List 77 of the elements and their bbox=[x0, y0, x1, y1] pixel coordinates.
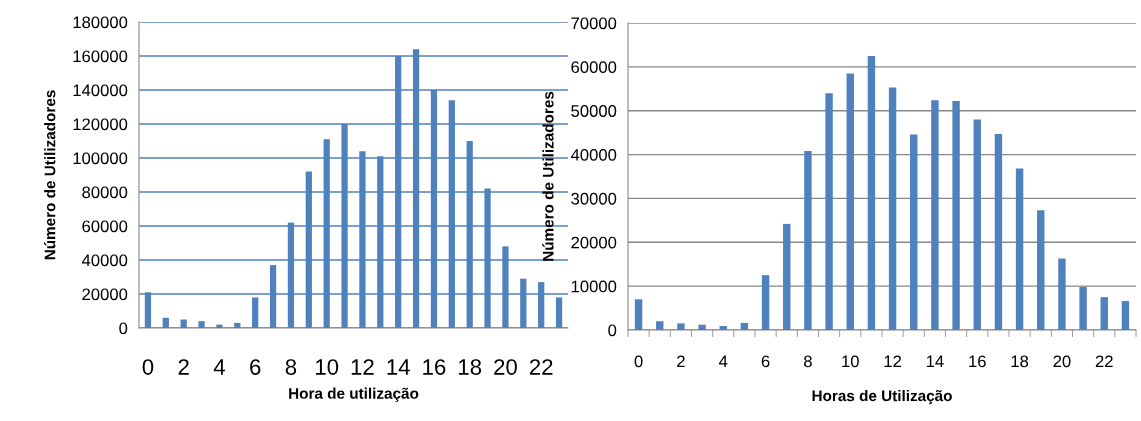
y-tick-label: 20000 bbox=[571, 236, 617, 249]
x-tick-label: 14 bbox=[926, 355, 944, 368]
x-tick-label: 2 bbox=[178, 359, 189, 375]
y-tick-label: 20000 bbox=[82, 288, 128, 301]
bar bbox=[740, 322, 749, 330]
bar bbox=[1037, 210, 1045, 330]
bar bbox=[555, 297, 563, 328]
bar bbox=[180, 319, 187, 328]
x-tick-label: 4 bbox=[719, 355, 728, 368]
y-tick-label: 140000 bbox=[73, 84, 128, 97]
y-tick-label: 40000 bbox=[81, 254, 128, 267]
bar bbox=[973, 119, 981, 330]
y-tick-label: 50000 bbox=[571, 105, 617, 117]
y-tick-label: 70000 bbox=[571, 17, 617, 30]
bar bbox=[252, 297, 259, 328]
bar bbox=[656, 321, 664, 330]
x-tick-label: 14 bbox=[387, 359, 410, 375]
y-tick-label: 60000 bbox=[571, 61, 617, 74]
x-tick-label: 22 bbox=[529, 359, 553, 375]
bar bbox=[1079, 287, 1087, 330]
y-tick-label: 60000 bbox=[82, 220, 128, 233]
x-tick-label: 22 bbox=[1095, 355, 1113, 368]
x-tick-label: 6 bbox=[250, 359, 261, 375]
bar bbox=[698, 324, 706, 330]
bar bbox=[994, 133, 1003, 330]
bar bbox=[761, 275, 770, 330]
x-tick-label: 18 bbox=[459, 359, 482, 375]
x-tick-label: 0 bbox=[142, 359, 154, 375]
bar bbox=[888, 87, 897, 330]
y-tick-label: 0 bbox=[119, 322, 128, 335]
bar bbox=[198, 321, 205, 328]
y-tick-label: 160000 bbox=[73, 50, 128, 63]
bar bbox=[216, 324, 223, 328]
y-tick-label: 10000 bbox=[571, 280, 617, 293]
bar bbox=[677, 323, 685, 330]
bar bbox=[952, 101, 960, 330]
bar bbox=[846, 73, 854, 330]
y-tick-label: 180000 bbox=[73, 16, 128, 29]
x-tick-label: 16 bbox=[423, 359, 446, 375]
y-axis-title: Número de Utilizadores bbox=[542, 91, 554, 261]
x-axis-title: Hora de utilização bbox=[289, 387, 419, 402]
x-tick-label: 20 bbox=[1053, 355, 1071, 368]
bar bbox=[234, 322, 241, 328]
x-tick-label: 2 bbox=[677, 355, 685, 368]
x-tick-label: 8 bbox=[804, 355, 812, 368]
bar bbox=[910, 134, 918, 330]
x-tick-label: 16 bbox=[969, 355, 986, 368]
bar bbox=[162, 317, 169, 328]
y-tick-label: 120000 bbox=[73, 118, 128, 131]
bar bbox=[783, 223, 791, 330]
x-tick-label: 20 bbox=[494, 359, 517, 375]
x-tick-label: 10 bbox=[842, 355, 859, 368]
bar bbox=[719, 326, 727, 330]
x-tick-label: 0 bbox=[634, 355, 643, 368]
x-tick-label: 6 bbox=[761, 355, 770, 368]
bar bbox=[931, 100, 939, 330]
x-tick-label: 4 bbox=[213, 359, 225, 375]
x-tick-label: 12 bbox=[351, 359, 374, 375]
y-tick-label: 30000 bbox=[571, 192, 617, 205]
bar bbox=[825, 93, 833, 330]
y-tick-label: 40000 bbox=[570, 148, 617, 161]
y-axis-title: Número de Utilizadores bbox=[44, 90, 56, 260]
x-tick-label: 8 bbox=[285, 359, 297, 375]
y-tick-label: 80000 bbox=[82, 186, 128, 199]
x-tick-label: 18 bbox=[1011, 355, 1029, 368]
y-tick-label: 0 bbox=[608, 324, 617, 337]
x-axis-title: Horas de Utilização bbox=[812, 389, 952, 405]
bar bbox=[1058, 258, 1066, 330]
bar bbox=[867, 55, 876, 330]
x-tick-label: 12 bbox=[884, 355, 902, 368]
y-tick-label: 100000 bbox=[73, 152, 128, 165]
bar bbox=[1121, 301, 1130, 330]
bar bbox=[634, 299, 643, 330]
bar bbox=[1015, 168, 1024, 330]
x-tick-label: 10 bbox=[316, 359, 339, 375]
bar bbox=[1100, 297, 1108, 330]
bar bbox=[804, 151, 812, 330]
